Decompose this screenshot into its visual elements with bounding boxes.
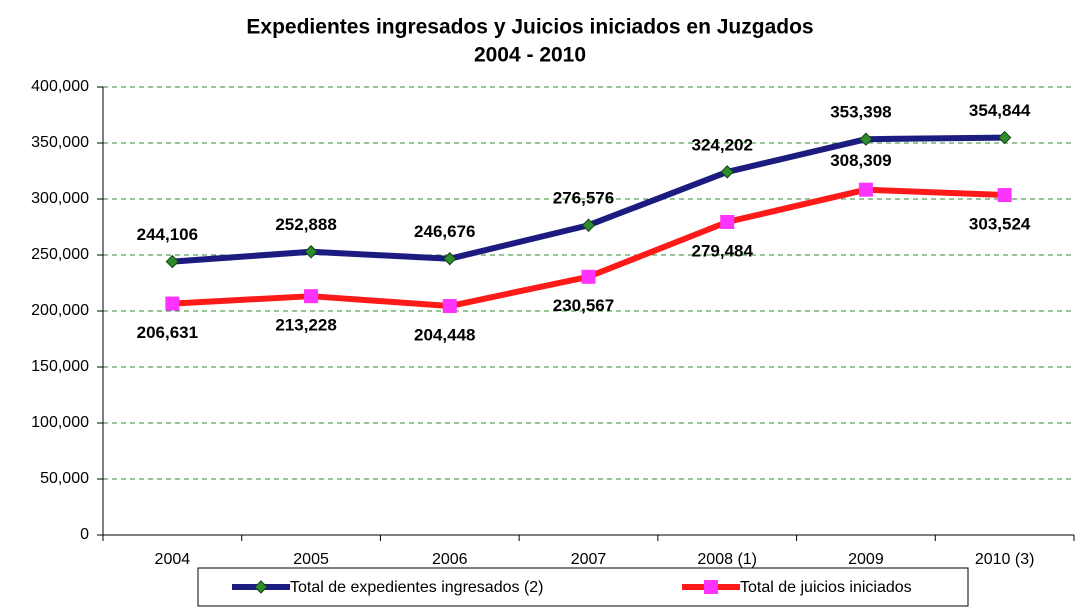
value-label: 353,398 <box>830 103 891 122</box>
marker <box>304 245 318 259</box>
value-label: 213,228 <box>275 316 336 335</box>
x-tick-label: 2008 (1) <box>697 551 757 568</box>
value-label: 246,676 <box>414 222 475 241</box>
value-label: 244,106 <box>137 225 198 244</box>
y-tick-label: 200,000 <box>31 302 89 319</box>
marker <box>165 296 180 311</box>
value-label: 252,888 <box>275 215 336 234</box>
x-tick-label: 2005 <box>293 551 329 568</box>
marker <box>254 580 268 594</box>
value-label: 303,524 <box>969 215 1031 234</box>
marker <box>858 182 873 197</box>
value-label: 324,202 <box>691 135 752 154</box>
value-label: 276,576 <box>553 189 614 208</box>
y-tick-label: 350,000 <box>31 134 89 151</box>
y-tick-label: 300,000 <box>31 190 89 207</box>
marker <box>720 165 734 179</box>
y-tick-label: 400,000 <box>31 78 89 95</box>
legend-label: Total de expedientes ingresados (2) <box>290 579 544 596</box>
y-tick-label: 250,000 <box>31 246 89 263</box>
x-tick-label: 2010 (3) <box>975 551 1035 568</box>
y-tick-label: 100,000 <box>31 414 89 431</box>
marker <box>581 218 596 232</box>
value-label: 206,631 <box>137 323 198 342</box>
x-tick-label: 2009 <box>848 551 884 568</box>
value-label: 204,448 <box>414 326 475 345</box>
y-tick-label: 0 <box>80 526 89 543</box>
marker <box>442 299 457 314</box>
x-tick-label: 2004 <box>155 551 191 568</box>
value-label: 230,567 <box>553 296 614 315</box>
legend-label: Total de juicios iniciados <box>740 579 912 596</box>
marker <box>720 214 735 229</box>
marker <box>581 269 596 284</box>
marker <box>997 188 1012 203</box>
x-tick-label: 2007 <box>571 551 607 568</box>
marker <box>704 580 718 594</box>
value-label: 279,484 <box>691 241 753 260</box>
marker <box>443 252 457 266</box>
marker <box>304 289 319 304</box>
marker <box>165 254 180 269</box>
value-label: 308,309 <box>830 151 891 170</box>
chart-title: Expedientes ingresados y Juicios iniciad… <box>246 16 813 39</box>
marker <box>859 132 873 146</box>
chart-subtitle: 2004 - 2010 <box>474 44 586 67</box>
y-tick-label: 50,000 <box>40 470 89 487</box>
value-label: 354,844 <box>969 101 1031 120</box>
legend-box <box>197 567 969 607</box>
y-tick-label: 150,000 <box>31 358 89 375</box>
marker <box>997 130 1012 145</box>
x-tick-label: 2006 <box>432 551 468 568</box>
